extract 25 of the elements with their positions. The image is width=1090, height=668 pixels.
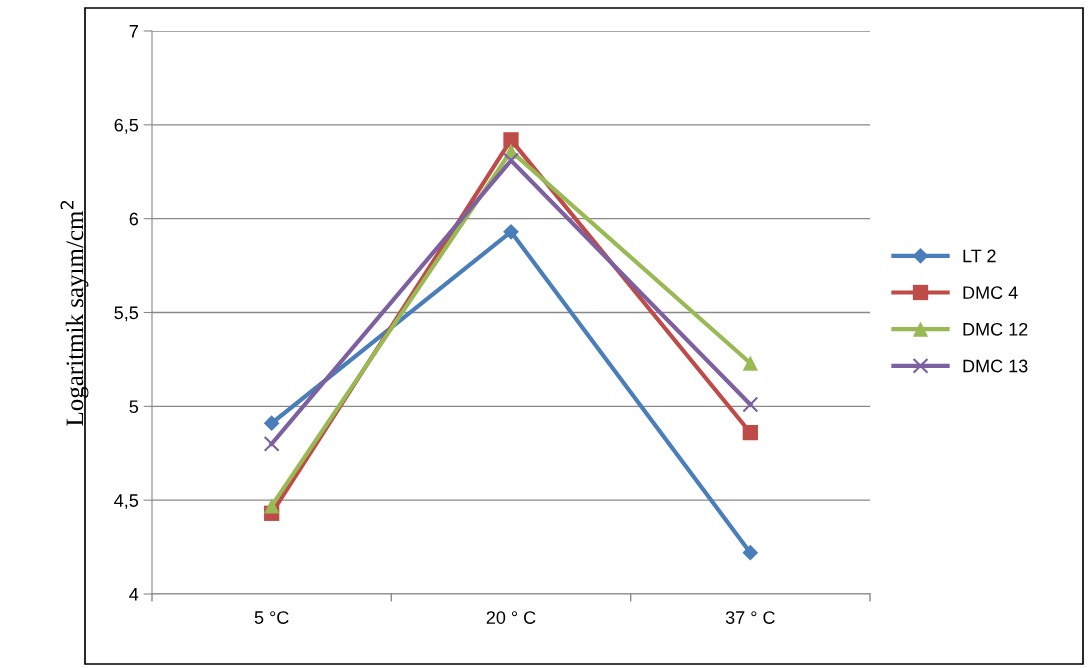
x-tick-label: 20 ° C	[486, 611, 536, 624]
point	[503, 223, 519, 240]
y-tick-label: 4,5	[114, 494, 139, 510]
point	[503, 132, 519, 148]
y-tick-label: 5	[129, 400, 139, 414]
y-tick-label: 5,5	[114, 306, 139, 322]
y-axis-title: Logaritmik sayım/cm$^{2}$	[60, 200, 89, 426]
legend-label: DMC 12	[963, 322, 1028, 336]
x-tick-label: 5 °C	[254, 611, 289, 624]
point	[503, 152, 519, 169]
legend-label: LT 2	[963, 249, 996, 263]
point	[742, 396, 759, 413]
legend-label: DMC 13	[963, 359, 1028, 373]
point	[742, 355, 758, 371]
point	[263, 415, 280, 432]
legend-label: DMC 4	[963, 286, 1018, 299]
point	[742, 544, 759, 561]
point	[263, 435, 280, 452]
point	[264, 498, 280, 514]
y-tick-label: 6	[129, 212, 139, 226]
y-tick-label: 6,5	[114, 118, 139, 134]
x-tick-label: 37 ° C	[725, 611, 775, 624]
point	[742, 424, 758, 441]
y-tick-label: 4	[129, 588, 139, 601]
y-tick-label: 7	[129, 25, 138, 38]
